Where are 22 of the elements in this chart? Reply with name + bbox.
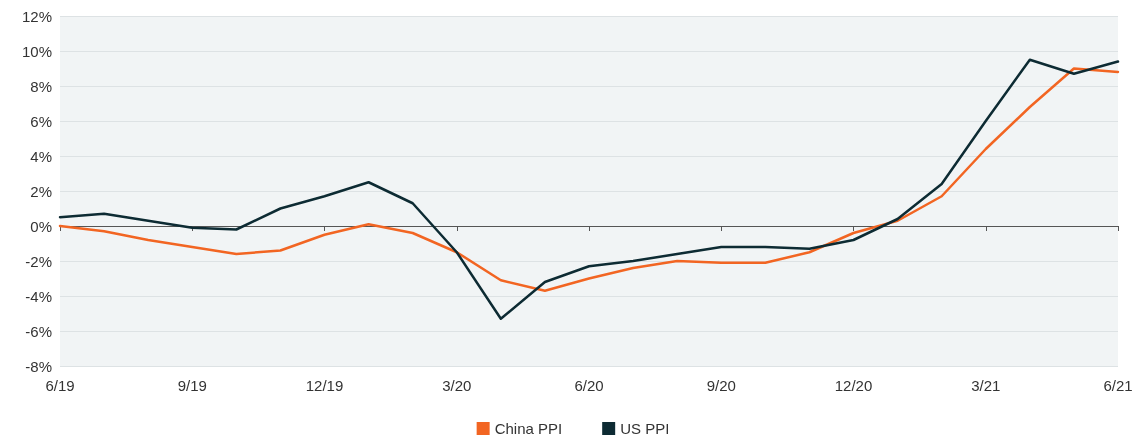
x-tick-label: 3/21 bbox=[971, 377, 1001, 394]
x-tick-label: 12/19 bbox=[305, 377, 344, 394]
x-tick-label: 9/19 bbox=[177, 377, 207, 394]
x-tick-label: 6/21 bbox=[1103, 377, 1133, 394]
y-tick-label: 6% bbox=[30, 112, 52, 130]
x-tick-label: 9/20 bbox=[706, 377, 736, 394]
y-tick-label: 10% bbox=[21, 42, 52, 60]
y-tick-label: 0% bbox=[30, 217, 52, 235]
legend-label: US PPI bbox=[620, 420, 670, 437]
x-tick-label: 6/20 bbox=[574, 377, 604, 394]
y-tick-label: -2% bbox=[25, 252, 52, 270]
y-tick-label: -4% bbox=[25, 287, 52, 305]
x-tick-label: 6/19 bbox=[45, 377, 75, 394]
y-tick-label: -8% bbox=[25, 357, 52, 375]
y-tick-label: 4% bbox=[30, 147, 52, 165]
y-tick-label: 8% bbox=[30, 77, 52, 95]
y-tick-label: 2% bbox=[30, 182, 52, 200]
y-tick-label: 12% bbox=[21, 7, 52, 25]
legend-label: China PPI bbox=[494, 420, 563, 437]
x-tick-label: 12/20 bbox=[834, 377, 873, 394]
y-tick-label: -6% bbox=[25, 322, 52, 340]
x-tick-label: 3/20 bbox=[442, 377, 472, 394]
